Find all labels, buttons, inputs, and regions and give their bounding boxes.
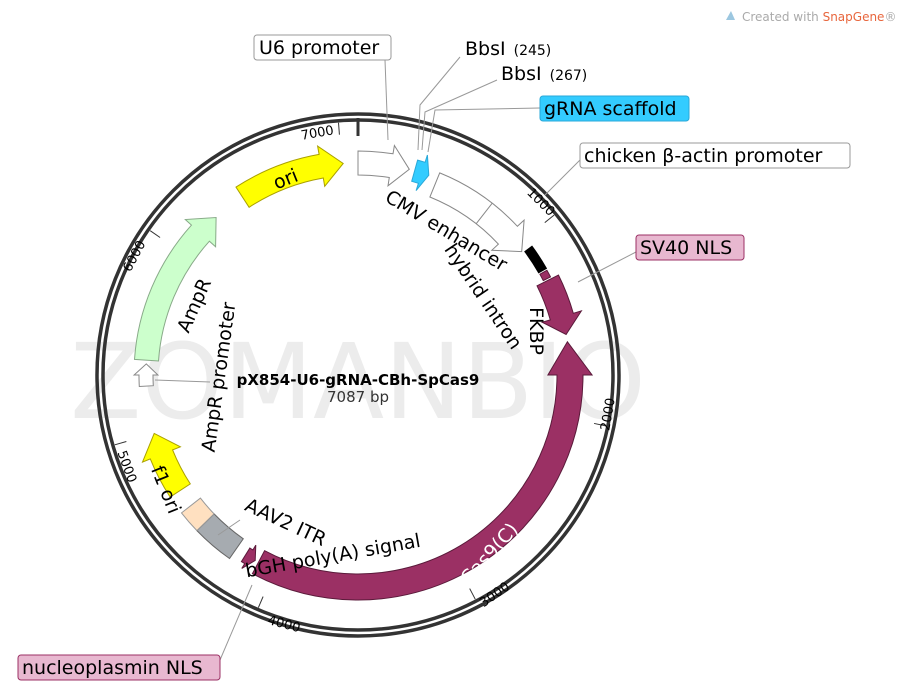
sv40-nls-label: SV40 NLS bbox=[640, 237, 732, 259]
svg-text:Created with SnapGene®: Created with SnapGene® bbox=[742, 10, 896, 24]
f1-ori-arrow[interactable] bbox=[141, 432, 191, 498]
ori-arrow[interactable] bbox=[235, 145, 344, 208]
aav2-itr-label: AAV2 ITR bbox=[242, 494, 330, 551]
tick-label: 3000 bbox=[477, 579, 513, 610]
callout-sv40-nls[interactable]: SV40 NLS bbox=[635, 234, 745, 261]
credit-text: Created with bbox=[742, 10, 823, 24]
ampr-promoter-arrow[interactable] bbox=[132, 363, 160, 388]
tick-label: 2000 bbox=[598, 397, 619, 432]
svg-text:BbsI(267): BbsI (267) bbox=[501, 63, 587, 85]
nucleoplasmin-nls-label: nucleoplasmin NLS bbox=[22, 657, 203, 679]
plasmid-size: 7087 bp bbox=[327, 388, 389, 406]
grna-scaffold-label: gRNA scaffold bbox=[544, 98, 677, 120]
cmv-enhancer-arrow[interactable] bbox=[429, 172, 525, 253]
tick-7000 bbox=[338, 122, 340, 135]
features bbox=[132, 144, 594, 601]
callout-u6-promoter[interactable]: U6 promoter bbox=[253, 34, 392, 61]
tick-2000 bbox=[593, 422, 606, 427]
u6-promoter-label: U6 promoter bbox=[259, 37, 379, 59]
bbsi-label: BbsI bbox=[501, 63, 542, 85]
credit-brand: SnapGene bbox=[823, 10, 885, 24]
callout-bbsi-267[interactable]: BbsI (267) bbox=[501, 63, 587, 85]
cas9-arrow[interactable] bbox=[251, 340, 594, 601]
tick-label: 1000 bbox=[523, 186, 557, 220]
snapgene-logo-icon bbox=[726, 11, 735, 20]
bbsi-position: (245) bbox=[514, 43, 552, 59]
bbs2-line bbox=[421, 79, 498, 151]
tick-label: 4000 bbox=[266, 613, 302, 636]
grna-scaffold-arrow[interactable] bbox=[411, 154, 430, 191]
tick-3000 bbox=[469, 588, 476, 600]
bbs1-line bbox=[417, 56, 461, 151]
tick-1000 bbox=[544, 214, 555, 224]
backbone-outer-ring bbox=[95, 112, 621, 638]
cba-line bbox=[544, 159, 581, 196]
sv40-nls-bar[interactable] bbox=[539, 269, 552, 282]
tick-5000 bbox=[114, 441, 127, 446]
credit-suffix: ® bbox=[884, 10, 896, 24]
svg-text:BbsI(245): BbsI (245) bbox=[465, 38, 551, 60]
grna-line bbox=[427, 107, 541, 153]
chicken-beta-actin-promoter-bar[interactable] bbox=[524, 245, 548, 274]
callout-lines bbox=[154, 56, 637, 661]
fkbp-arrow[interactable] bbox=[536, 274, 583, 336]
fkbp-label: FKBP bbox=[525, 307, 547, 355]
cba-promoter-label: chicken β-actin promoter bbox=[584, 145, 823, 167]
callout-grna-scaffold[interactable]: gRNA scaffold bbox=[539, 95, 690, 122]
nucleoplasmin-nls-arrow[interactable] bbox=[240, 544, 257, 569]
watermark: ZOMANBIO bbox=[70, 321, 646, 443]
sv40-line bbox=[577, 251, 637, 283]
aav2-itr-box[interactable] bbox=[180, 497, 215, 532]
itr-line bbox=[217, 519, 241, 536]
npnls-line bbox=[219, 584, 253, 661]
callout-chicken-beta-actin-promoter[interactable]: chicken β-actin promoter bbox=[579, 142, 851, 169]
tick-4000 bbox=[257, 596, 264, 608]
cmv-divider bbox=[475, 202, 493, 225]
amprp-line bbox=[154, 379, 211, 383]
u6-promoter-arrow[interactable] bbox=[357, 144, 410, 187]
bbsi-position: (267) bbox=[550, 68, 588, 84]
callout-bbsi-245[interactable]: BbsI (245) bbox=[465, 38, 551, 60]
u6-line bbox=[384, 59, 389, 141]
snapgene-credit: Created with SnapGene® bbox=[726, 10, 896, 24]
bbsi-label: BbsI bbox=[465, 38, 506, 60]
tick-6000 bbox=[149, 230, 161, 238]
plasmid-name: pX854-U6-gRNA-CBh-SpCas9 bbox=[237, 371, 480, 389]
tick-label: 7000 bbox=[300, 123, 335, 144]
callout-nucleoplasmin-nls[interactable]: nucleoplasmin NLS bbox=[17, 654, 221, 681]
ampr-arrow[interactable] bbox=[133, 216, 217, 362]
